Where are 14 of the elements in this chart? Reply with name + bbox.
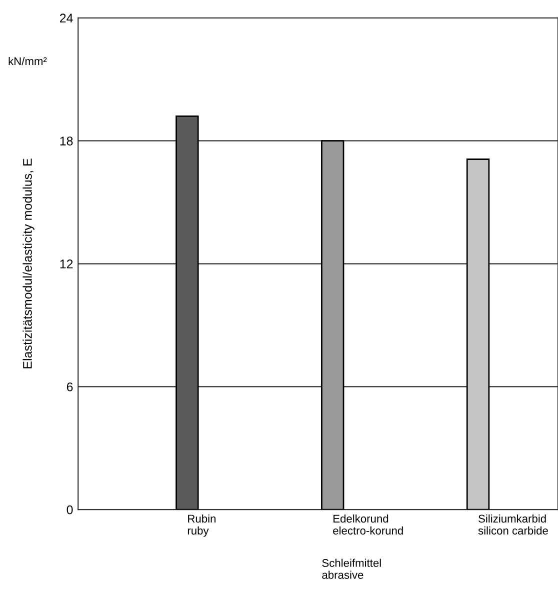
x-tick-label: Rubin ruby [188, 514, 216, 537]
y-tick-label: 6 [66, 382, 73, 392]
y-tick-label: 12 [60, 260, 73, 268]
y-tick-label: 24 [60, 14, 73, 22]
y-axis-title: Elastizitätsmodul/elasticity modulus, E [22, 158, 34, 368]
x-tick-label: Siliziumkarbid silicon carbide [478, 514, 548, 535]
x-axis-title: Schleifmittel abrasive [322, 558, 381, 579]
y-tick-label: 18 [60, 136, 73, 146]
bar [176, 116, 199, 510]
text: kN/mm² [8, 56, 47, 66]
bar [321, 140, 344, 510]
bar [466, 158, 490, 510]
x-tick-label: Edelkorund electro-korund [333, 514, 403, 535]
y-tick-label: 0 [66, 505, 73, 514]
